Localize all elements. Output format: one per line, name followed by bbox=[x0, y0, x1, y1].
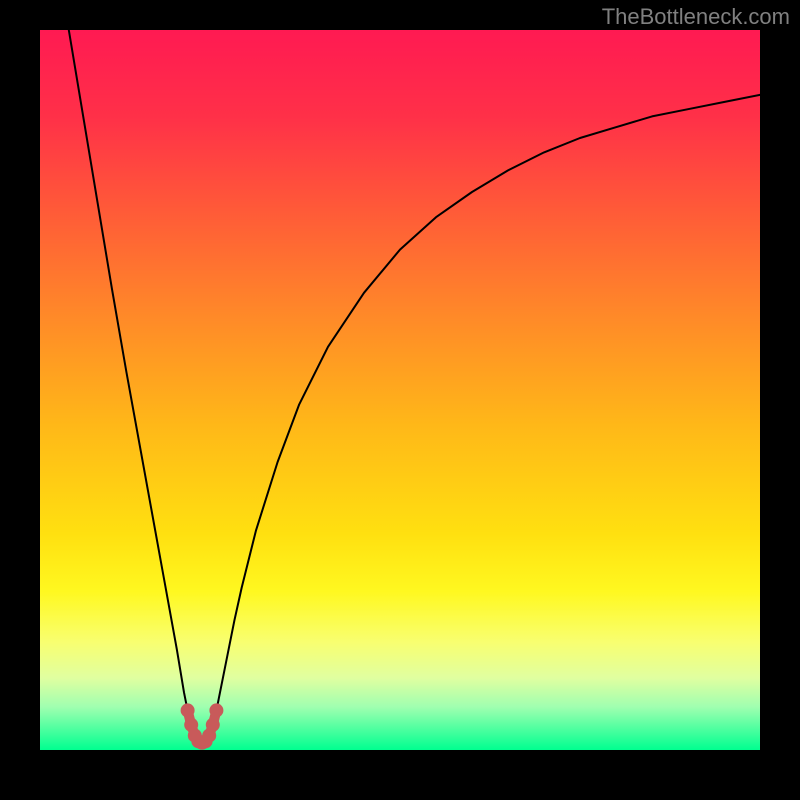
watermark-text: TheBottleneck.com bbox=[602, 4, 790, 30]
plot-area bbox=[40, 30, 760, 750]
curve-minimum-markers bbox=[40, 30, 760, 750]
